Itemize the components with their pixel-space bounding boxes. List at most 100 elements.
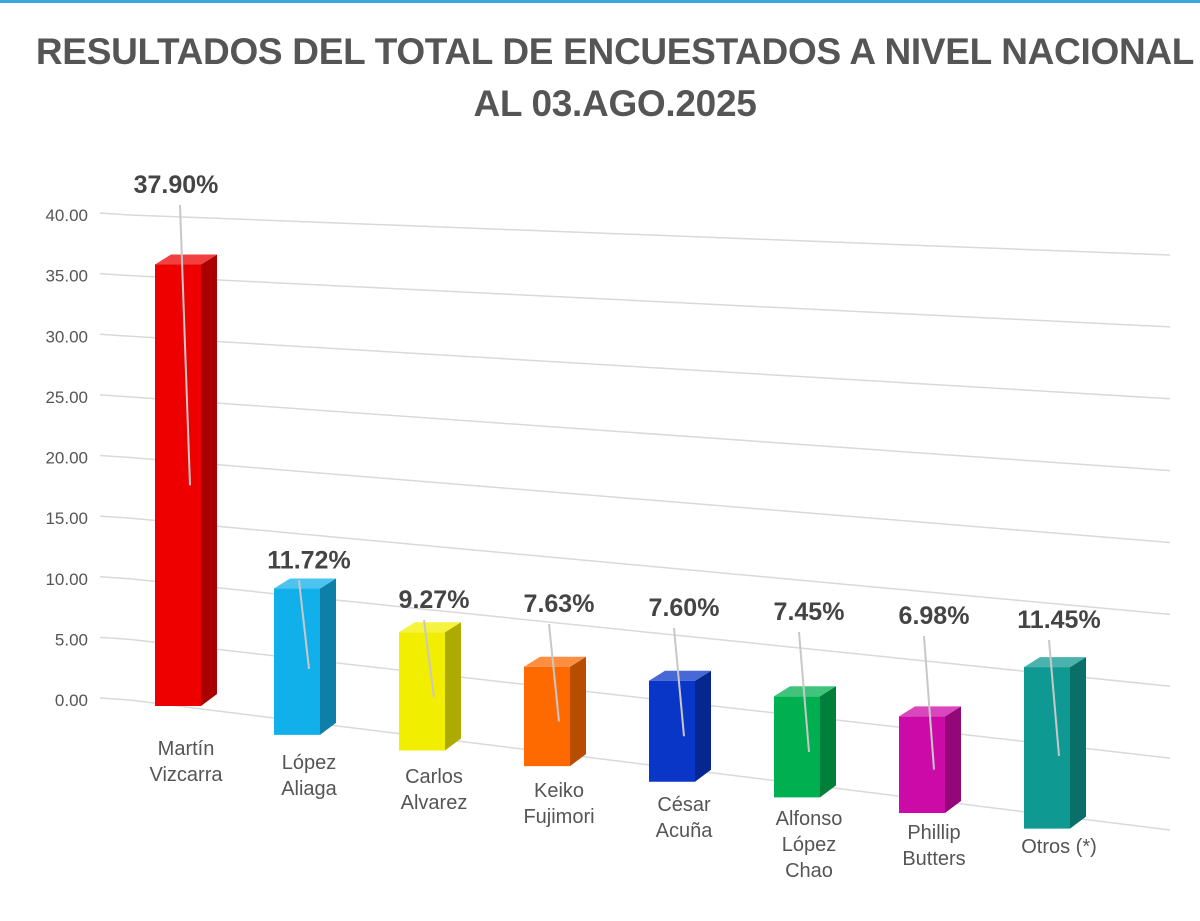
data-label: 37.90%	[134, 171, 219, 199]
bar-side	[201, 254, 217, 706]
bar-top	[649, 670, 711, 681]
data-label: 6.98%	[899, 602, 970, 630]
y-tick-label: 40.00	[45, 206, 88, 225]
top-accent-rule	[0, 0, 1200, 3]
y-tick-label: 25.00	[45, 388, 88, 407]
category-label: Otros (*)	[1021, 836, 1097, 858]
leader-line	[423, 619, 435, 698]
chart-title: RESULTADOS DEL TOTAL DE ENCUESTADOS A NI…	[0, 26, 1200, 130]
gridline-stub	[99, 333, 131, 337]
chart-title-line-1: RESULTADOS DEL TOTAL DE ENCUESTADOS A NI…	[35, 31, 1195, 72]
bar-top	[1024, 657, 1086, 668]
category-label-line: Acuña	[656, 820, 714, 842]
bar-front	[399, 632, 445, 751]
category-label-line: Aliaga	[281, 778, 337, 800]
gridline-stub	[99, 515, 131, 519]
bar-3	[524, 656, 586, 767]
category-label-line: Chao	[785, 860, 833, 882]
data-label: 7.63%	[524, 590, 595, 618]
category-label: Alfonso López Chao	[776, 808, 843, 882]
leader-line	[673, 627, 685, 737]
gridline	[129, 396, 1171, 472]
bar-front	[899, 716, 945, 813]
leader-line	[548, 623, 560, 722]
bar-5	[774, 686, 836, 798]
data-labels: 37.90% 11.72% 9.27% 7.63% 7.60% 7.45% 6.98% 11.…	[134, 171, 1101, 634]
bar-side	[1070, 657, 1086, 829]
category-label-line: César	[657, 794, 711, 816]
y-tick-label: 15.00	[45, 509, 88, 528]
category-label: Martín Vizcarra	[150, 738, 224, 786]
category-label-line: Alfonso	[776, 808, 843, 830]
category-label-line: Alvarez	[401, 792, 468, 814]
gridline	[129, 214, 1171, 256]
gridline-stub	[99, 454, 131, 459]
y-tick-label: 20.00	[45, 449, 88, 468]
category-label-line: López	[782, 834, 837, 856]
gridline	[129, 517, 1171, 616]
leader-lines	[179, 204, 1060, 770]
leader-line	[798, 631, 810, 752]
bar-1	[274, 578, 336, 735]
category-label-line: Fujimori	[523, 806, 594, 828]
bar-front	[649, 680, 695, 782]
category-label: César Acuña	[656, 794, 714, 842]
y-tick-label: 35.00	[45, 267, 88, 286]
category-label-line: Carlos	[405, 766, 463, 788]
category-label-line: Phillip	[907, 822, 960, 844]
bar-front	[274, 588, 320, 735]
gridline-stub	[99, 697, 131, 701]
gridline-stub	[99, 576, 131, 580]
leader-line	[298, 580, 310, 670]
leader-line	[923, 635, 935, 770]
data-label: 11.45%	[1017, 606, 1100, 634]
gridline-stub	[99, 636, 131, 641]
gridline-stub	[99, 212, 131, 216]
y-tick-label: 0.00	[55, 691, 88, 710]
data-label: 7.60%	[649, 594, 720, 622]
category-label: Keiko Fujimori	[523, 780, 594, 828]
chart-title-line-2: AL 03.AGO.2025	[473, 83, 757, 124]
category-label-line: Keiko	[534, 780, 584, 802]
y-tick-label: 10.00	[45, 570, 88, 589]
bar-side	[445, 622, 461, 751]
bars	[155, 254, 1086, 829]
bar-top	[155, 254, 217, 265]
category-label-line: Vizcarra	[150, 764, 224, 786]
y-axis: 0.00 5.00 10.00 15.00 20.00 25.00 30.00 35.00 40…	[45, 206, 88, 710]
bar-top	[274, 578, 336, 589]
bar-top	[774, 686, 836, 697]
gridline-stub	[99, 272, 131, 277]
bar-top	[524, 656, 586, 667]
bar-front	[1024, 667, 1070, 829]
bar-side	[820, 686, 836, 798]
y-tick-label: 5.00	[55, 630, 88, 649]
leader-line	[179, 204, 191, 486]
category-label: Carlos Alvarez	[401, 766, 468, 814]
gridlines	[99, 212, 1171, 831]
bar-6	[899, 706, 961, 813]
category-label: Phillip Butters	[902, 822, 965, 870]
category-label: López Aliaga	[281, 752, 337, 800]
bar-top	[399, 622, 461, 633]
category-label-line: López	[282, 752, 337, 774]
category-labels: Martín Vizcarra López Aliaga Carlos Alvarez Ke…	[150, 738, 1097, 882]
bar-front	[524, 666, 570, 767]
gridline-stub	[99, 394, 131, 398]
bar-7	[1024, 657, 1086, 829]
bar-4	[649, 670, 711, 782]
bar-side	[320, 578, 336, 735]
leader-line	[1048, 639, 1060, 757]
bar-side	[945, 706, 961, 813]
bar-side	[570, 656, 586, 767]
y-tick-label: 30.00	[45, 327, 88, 346]
gridline	[129, 274, 1171, 328]
gridline	[129, 335, 1171, 400]
bar-front	[155, 264, 201, 706]
bar-front	[774, 696, 820, 798]
category-label-line: Butters	[902, 848, 965, 870]
category-label-line: Otros (*)	[1021, 836, 1097, 858]
data-label: 11.72%	[267, 547, 350, 575]
category-label-line: Martín	[158, 738, 215, 760]
